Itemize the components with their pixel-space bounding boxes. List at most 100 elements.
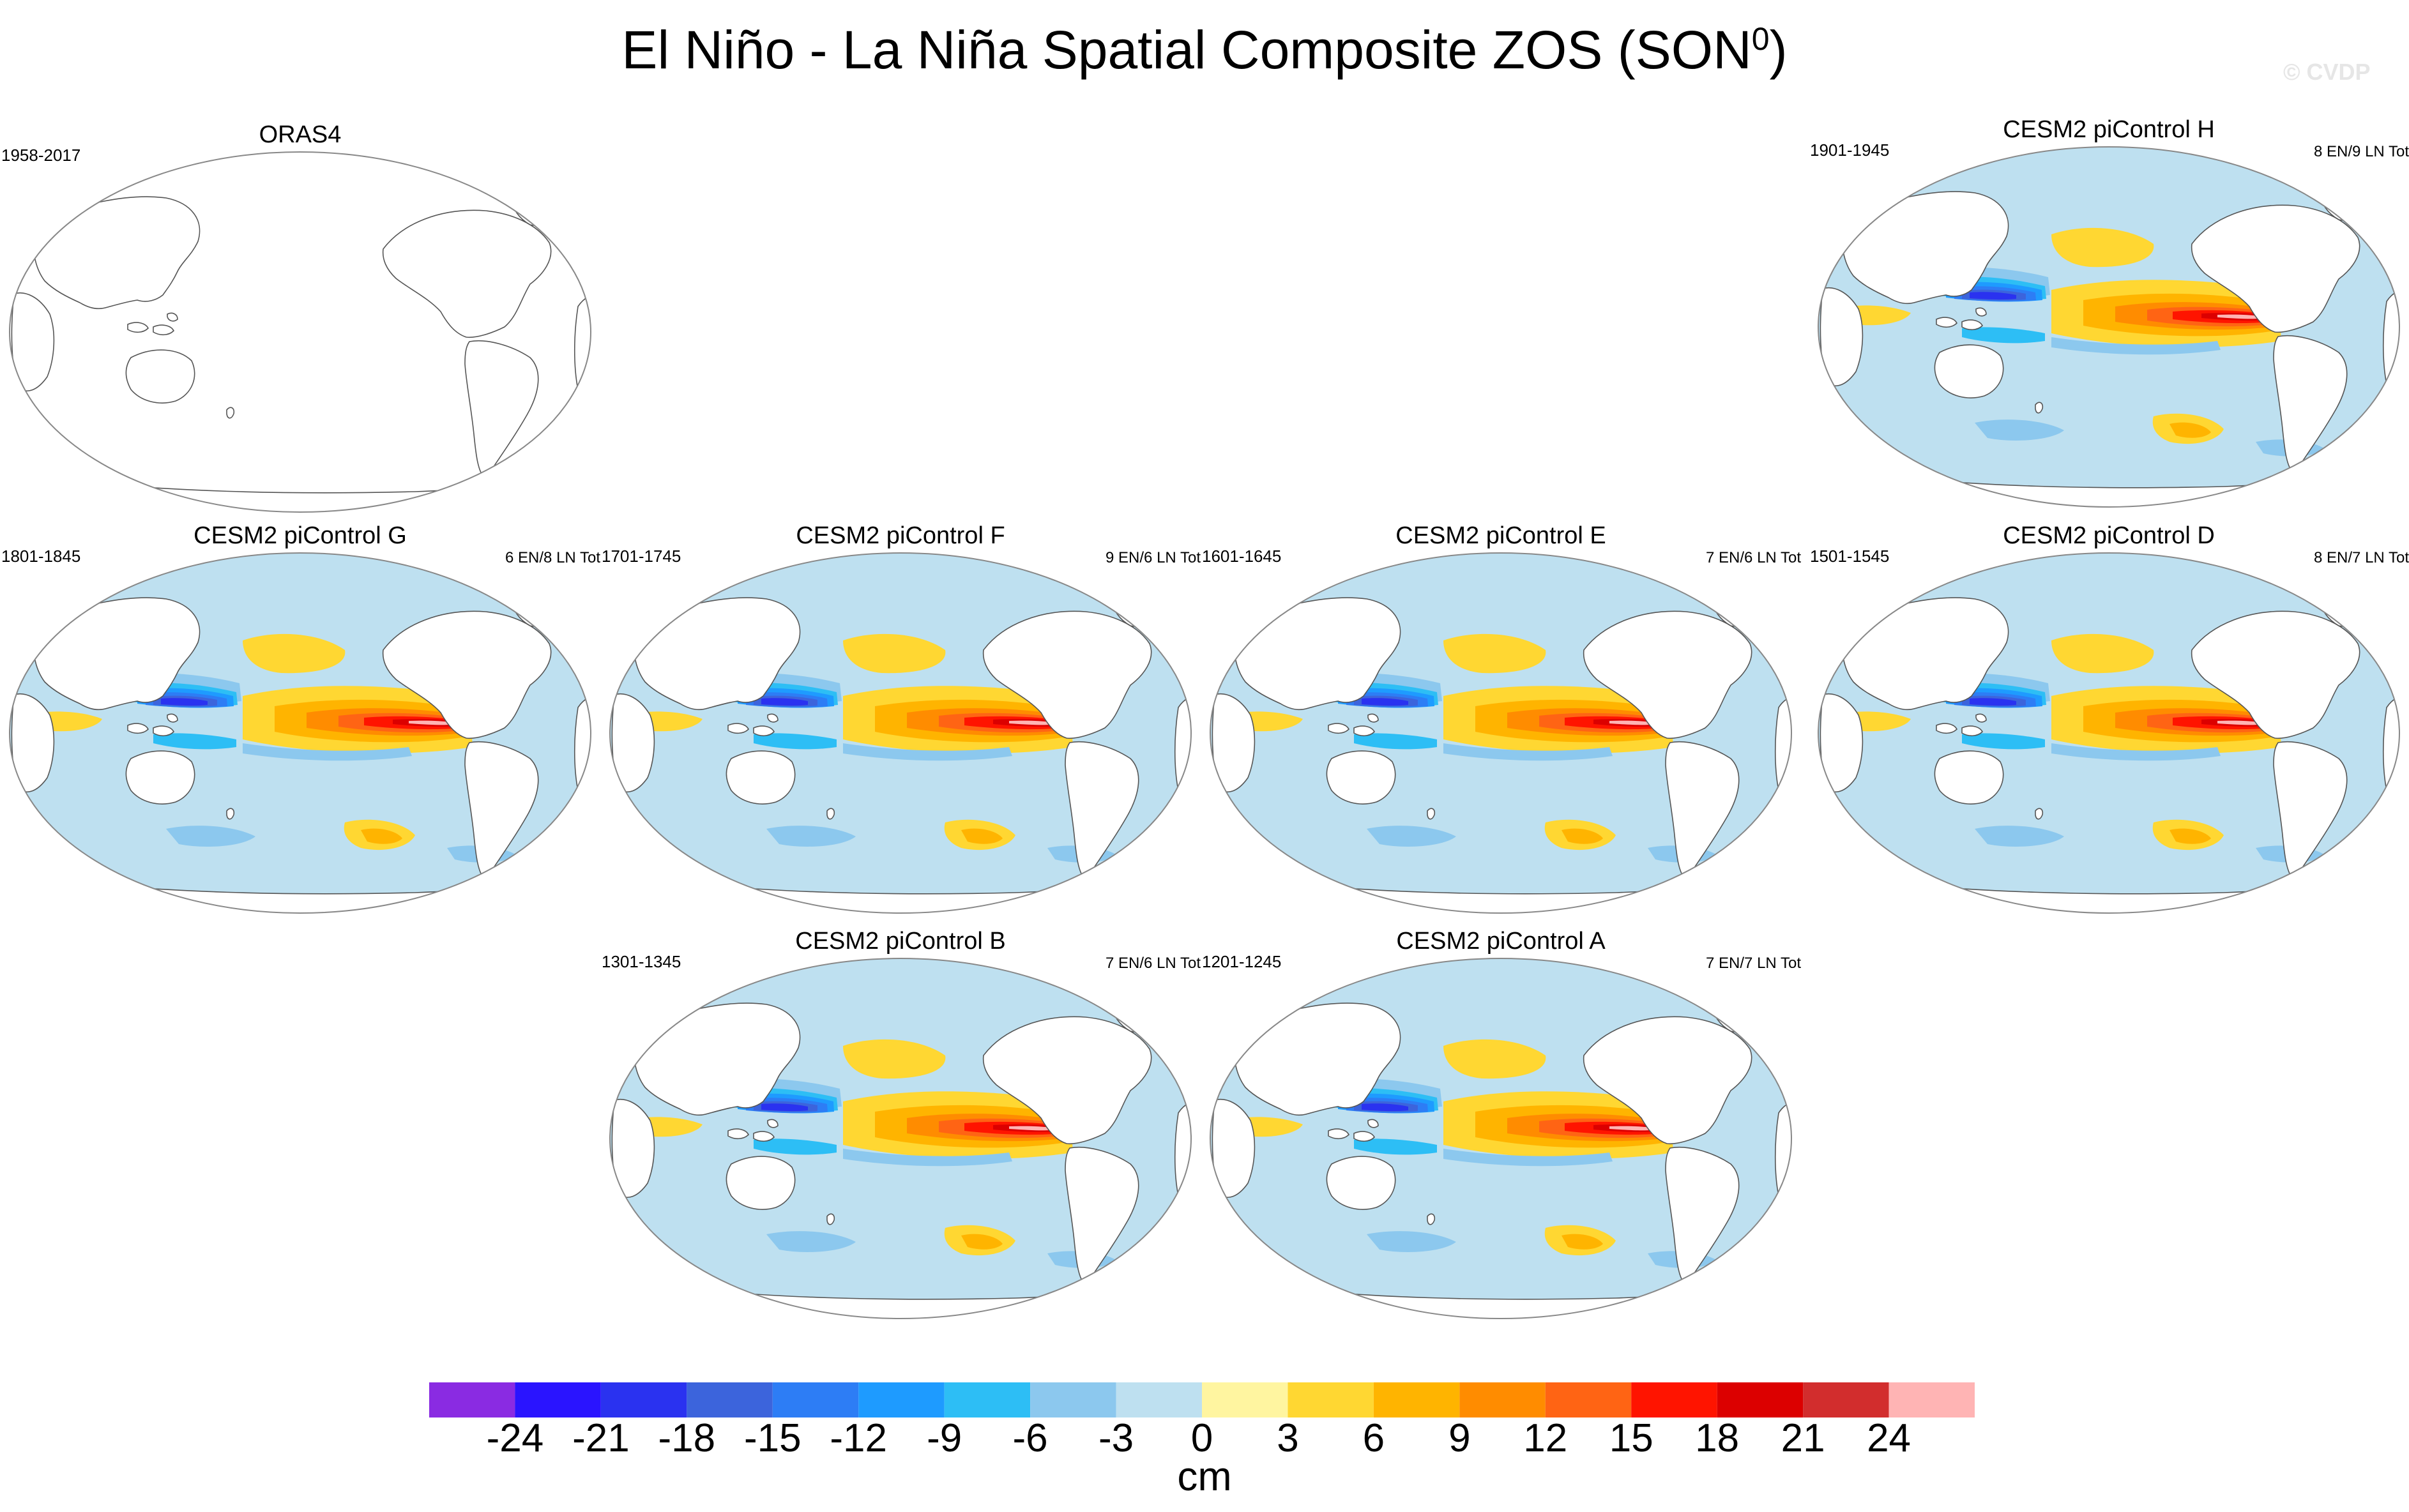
anomaly-contour bbox=[1443, 1039, 1546, 1079]
land-outline bbox=[1326, 750, 1396, 805]
colorbar-segment bbox=[1631, 1382, 1717, 1418]
colorbar-tick-label: -18 bbox=[658, 1416, 716, 1453]
colorbar-segment bbox=[858, 1382, 945, 1418]
land-outline bbox=[727, 723, 749, 734]
colorbar-segment bbox=[944, 1382, 1031, 1418]
land-outline bbox=[382, 610, 552, 739]
anomaly-contour bbox=[161, 698, 208, 706]
land-outline bbox=[1367, 713, 1379, 723]
land-outline bbox=[726, 750, 796, 805]
land-outline bbox=[982, 1016, 1152, 1145]
colorbar-segment bbox=[1717, 1382, 1804, 1418]
land-outline bbox=[1820, 693, 1864, 793]
panel-years: 1501-1545 bbox=[1810, 547, 1890, 566]
land-outline bbox=[167, 312, 178, 322]
land-outline bbox=[167, 713, 178, 723]
land-outline bbox=[2035, 808, 2044, 820]
land-outline bbox=[1233, 597, 1401, 711]
anomaly-contour bbox=[766, 826, 856, 847]
anomaly-contour bbox=[1562, 828, 1603, 844]
anomaly-contour bbox=[1354, 1138, 1437, 1155]
map-plot bbox=[9, 552, 591, 914]
anomaly-contour bbox=[1362, 1103, 1408, 1112]
map-field bbox=[10, 553, 591, 913]
panel-years: 1701-1745 bbox=[602, 547, 681, 566]
land-outline bbox=[1841, 597, 2009, 711]
anomaly-contour bbox=[2051, 633, 2154, 674]
anomaly-contour bbox=[243, 633, 346, 674]
map-panel-d: CESM2 piControl D 1501-1545 8 EN/7 LN To… bbox=[1809, 522, 2409, 918]
land-outline bbox=[2382, 696, 2399, 799]
anomaly-contour bbox=[166, 826, 255, 847]
land-outline bbox=[1233, 1002, 1401, 1116]
map-field bbox=[1818, 147, 2399, 507]
colorbar-segment bbox=[1803, 1382, 1889, 1418]
land-outline bbox=[1326, 1156, 1396, 1210]
land-outline bbox=[1774, 696, 1791, 799]
colorbar-segment bbox=[772, 1382, 859, 1418]
anomaly-contour bbox=[2051, 743, 2221, 761]
anomaly-contour bbox=[1975, 826, 2064, 847]
map-border bbox=[609, 958, 1192, 1319]
land-outline bbox=[574, 295, 591, 398]
map-border bbox=[609, 552, 1192, 914]
colorbar-tick-label: 0 bbox=[1191, 1416, 1213, 1453]
anomaly-contour bbox=[961, 1234, 1003, 1250]
land-outline bbox=[382, 209, 552, 338]
colorbar-segment bbox=[600, 1382, 687, 1418]
colorbar: -24 -21 -18 -15 -12 -9 -6 -3 0 3 6 9 12 15 18 21 24 bbox=[429, 1382, 1975, 1453]
colorbar-tick-label: 6 bbox=[1363, 1416, 1385, 1453]
colorbar-tick-label: -24 bbox=[487, 1416, 544, 1453]
anomaly-contour bbox=[961, 828, 1003, 844]
panel-years: 1801-1845 bbox=[1, 547, 81, 566]
land-outline bbox=[1975, 713, 1987, 723]
land-outline bbox=[1583, 1016, 1752, 1145]
land-outline bbox=[1820, 287, 1864, 387]
map-plot bbox=[1210, 552, 1792, 914]
land-outline bbox=[633, 597, 801, 711]
panel-title: CESM2 piControl B bbox=[795, 928, 1006, 955]
anomaly-contour bbox=[1962, 327, 2045, 344]
anomaly-contour bbox=[409, 720, 450, 725]
anomaly-contour bbox=[1009, 720, 1051, 725]
land-outline bbox=[574, 696, 591, 799]
colorbar-tick-label: -21 bbox=[572, 1416, 630, 1453]
colorbar-tick-label: 21 bbox=[1781, 1416, 1825, 1453]
land-outline bbox=[611, 1099, 655, 1198]
panel-years: 1201-1245 bbox=[1202, 952, 1282, 971]
anomaly-contour bbox=[1970, 698, 2016, 706]
anomaly-contour bbox=[754, 1138, 837, 1155]
colorbar-tick-label: -9 bbox=[927, 1416, 962, 1453]
panel-title: ORAS4 bbox=[259, 121, 342, 148]
land-outline bbox=[1212, 693, 1256, 793]
land-outline bbox=[767, 1119, 779, 1128]
land-outline bbox=[1961, 725, 1983, 737]
map-field bbox=[1210, 553, 1791, 913]
map-border bbox=[1818, 552, 2400, 914]
colorbar-tick-label: 24 bbox=[1867, 1416, 1911, 1453]
anomaly-contour bbox=[153, 733, 236, 750]
land-outline bbox=[33, 597, 201, 711]
land-outline bbox=[226, 407, 235, 419]
anomaly-contour bbox=[2051, 337, 2221, 355]
colorbar-segment bbox=[515, 1382, 601, 1418]
land-outline bbox=[125, 750, 195, 805]
anomaly-contour bbox=[761, 1103, 808, 1112]
anomaly-contour bbox=[361, 828, 402, 844]
land-outline bbox=[127, 322, 149, 333]
land-outline bbox=[1353, 725, 1375, 737]
title-text: El Niño - La Niña Spatial Composite ZOS … bbox=[621, 20, 1752, 80]
land-outline bbox=[1841, 191, 2009, 305]
panel-years: 1301-1345 bbox=[602, 952, 681, 971]
colorbar-tick-label: -12 bbox=[830, 1416, 887, 1453]
panel-count: 7 EN/6 LN Tot bbox=[1706, 549, 1801, 566]
colorbar-tick-label: -3 bbox=[1098, 1416, 1134, 1453]
anomaly-contour bbox=[1609, 720, 1651, 725]
land-outline bbox=[1212, 1099, 1256, 1198]
land-outline bbox=[1934, 750, 2004, 805]
watermark: © CVDP bbox=[2283, 59, 2371, 85]
anomaly-contour bbox=[1367, 826, 1456, 847]
anomaly-contour bbox=[243, 743, 412, 761]
anomaly-contour bbox=[2170, 828, 2211, 844]
colorbar-segment bbox=[1888, 1382, 1975, 1418]
